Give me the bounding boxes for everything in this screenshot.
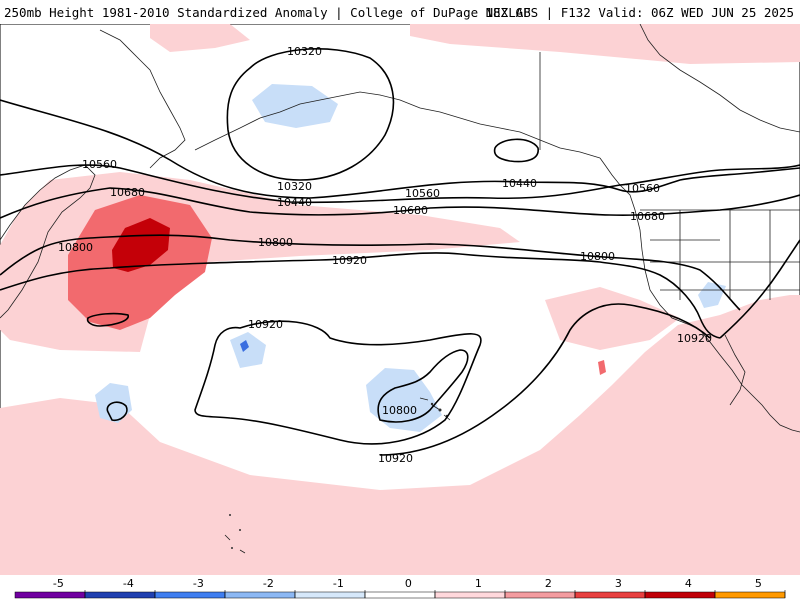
label-10440-a: 10440 bbox=[277, 196, 312, 209]
label-10920-c: 10920 bbox=[677, 332, 712, 345]
label-10800-a: 10800 bbox=[58, 241, 93, 254]
colorbar-swatch bbox=[364, 591, 436, 599]
negative-anomaly-2-shading bbox=[240, 340, 249, 352]
colorbar-tick-label: 4 bbox=[685, 577, 692, 590]
colorbar-swatch bbox=[224, 591, 296, 599]
colorbar-tick-label: -4 bbox=[123, 577, 134, 590]
anomaly-colorbar: -5 -4 -3 -2 -1 0 1 2 3 4 5 bbox=[14, 577, 786, 599]
label-10560-a: 10560 bbox=[82, 158, 117, 171]
positive-anomaly-3-shading bbox=[112, 218, 170, 272]
model-run-info: 18Z GFS | F132 Valid: 06Z WED JUN 25 202… bbox=[485, 5, 794, 20]
colorbar-tick-label: 1 bbox=[475, 577, 482, 590]
colorbar-swatch bbox=[644, 591, 716, 599]
colorbar-tick-label: -5 bbox=[53, 577, 64, 590]
colorbar-tick-label: 3 bbox=[615, 577, 622, 590]
colorbar-swatch bbox=[574, 591, 646, 599]
label-10680-c: 10680 bbox=[630, 210, 665, 223]
colorbar-swatch bbox=[154, 591, 226, 599]
colorbar-tick-label: 5 bbox=[755, 577, 762, 590]
colorbar-swatch bbox=[434, 591, 506, 599]
label-10440-b: 10440 bbox=[502, 177, 537, 190]
label-10320-bottom: 10320 bbox=[277, 180, 312, 193]
label-10800-b: 10800 bbox=[258, 236, 293, 249]
label-10800-d: 10800 bbox=[382, 404, 417, 417]
height-contours bbox=[0, 48, 800, 456]
colorbar-swatch bbox=[504, 591, 576, 599]
label-10920-b: 10920 bbox=[248, 318, 283, 331]
contour-labels: 10320 10320 10440 10440 10560 10560 1056… bbox=[58, 45, 712, 465]
colorbar-tick-label: 2 bbox=[545, 577, 552, 590]
colorbar-tick-label: -2 bbox=[263, 577, 274, 590]
label-10560-b: 10560 bbox=[405, 187, 440, 200]
label-10800-c: 10800 bbox=[580, 250, 615, 263]
colorbar-swatch bbox=[294, 591, 366, 599]
colorbar-swatch bbox=[714, 591, 786, 599]
label-10920-a: 10920 bbox=[332, 254, 367, 267]
colorbar-swatch bbox=[14, 591, 86, 599]
label-10920-d: 10920 bbox=[378, 452, 413, 465]
coastlines bbox=[0, 24, 800, 554]
colorbar-tick-label: -3 bbox=[193, 577, 204, 590]
colorbar-tick-label: 0 bbox=[405, 577, 412, 590]
label-10680-b: 10680 bbox=[393, 204, 428, 217]
map-header: 250mb Height 1981-2010 Standardized Anom… bbox=[0, 0, 800, 24]
map-title: 250mb Height 1981-2010 Standardized Anom… bbox=[4, 5, 531, 20]
label-10680-a: 10680 bbox=[110, 186, 145, 199]
label-10560-c: 10560 bbox=[625, 182, 660, 195]
anomaly-map: 10320 10320 10440 10440 10560 10560 1056… bbox=[0, 24, 800, 575]
colorbar-swatch bbox=[84, 591, 156, 599]
label-10320-top: 10320 bbox=[287, 45, 322, 58]
colorbar-tick-label: -1 bbox=[333, 577, 344, 590]
